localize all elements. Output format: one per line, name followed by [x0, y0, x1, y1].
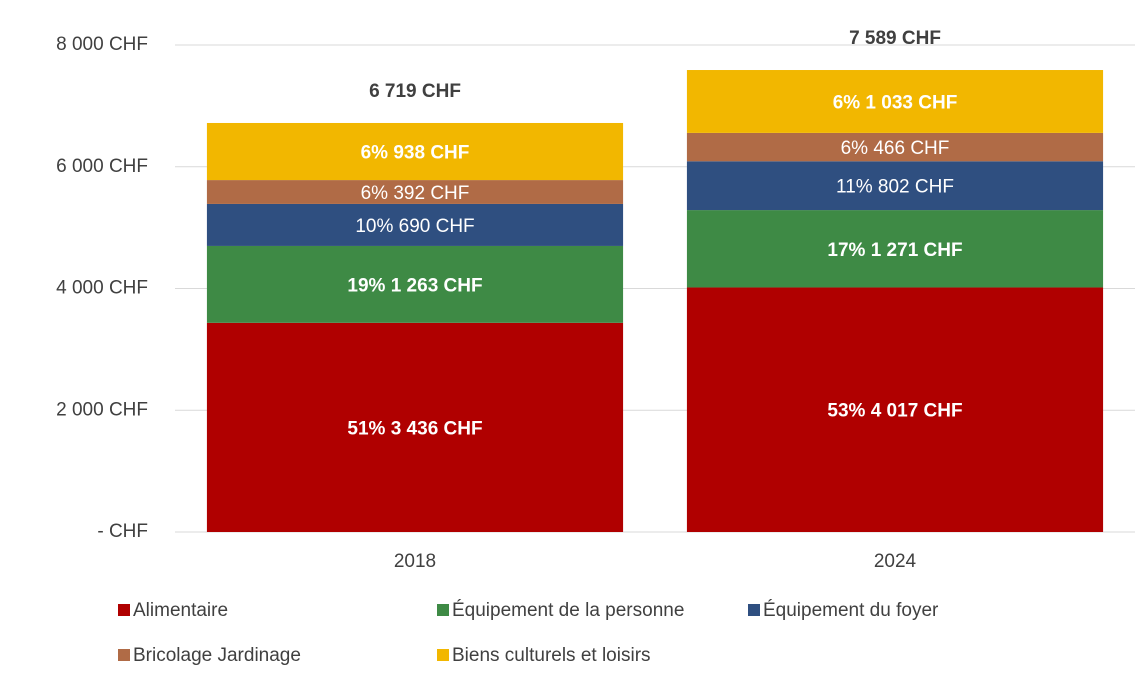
y-tick-label: 4 000 CHF [56, 278, 148, 299]
legend-label: Biens culturels et loisirs [452, 645, 651, 666]
y-tick-label: 2 000 CHF [56, 399, 148, 420]
y-tick-label: 6 000 CHF [56, 156, 148, 177]
y-tick-label: 8 000 CHF [56, 34, 148, 55]
bar-segment [206, 245, 624, 323]
legend-label: Équipement de la personne [452, 600, 684, 621]
y-tick-label: - CHF [97, 521, 148, 542]
bar-segment [206, 180, 624, 204]
legend-swatch [437, 604, 449, 616]
total-label: 6 719 CHF [369, 81, 461, 102]
bar-segment [686, 210, 1104, 288]
value-label: 6% 466 CHF [841, 138, 950, 159]
legend-label: Équipement du foyer [763, 600, 939, 621]
total-label: 7 589 CHF [849, 28, 941, 49]
legend-swatch [748, 604, 760, 616]
x-tick-label: 2024 [874, 551, 917, 572]
value-label: 6% 938 CHF [361, 143, 470, 164]
bar-segment [206, 203, 624, 246]
bar-segment [686, 70, 1104, 133]
value-label: 19% 1 263 CHF [347, 275, 482, 296]
value-label: 10% 690 CHF [355, 216, 474, 237]
legend-swatch [118, 604, 130, 616]
value-label: 6% 392 CHF [361, 183, 470, 204]
value-label: 17% 1 271 CHF [827, 240, 962, 261]
bar-segment [686, 287, 1104, 532]
legend-label: Bricolage Jardinage [133, 645, 301, 666]
legend-swatch [437, 649, 449, 661]
bar-segment [686, 132, 1104, 162]
legend-label: Alimentaire [133, 600, 228, 621]
bar-segment [686, 161, 1104, 211]
x-tick-label: 2018 [394, 551, 436, 572]
value-label: 51% 3 436 CHF [347, 418, 482, 439]
bar-segment [206, 122, 624, 181]
value-label: 11% 802 CHF [836, 177, 954, 198]
bar-segment [206, 322, 624, 532]
value-label: 53% 4 017 CHF [827, 401, 962, 422]
legend-swatch [118, 649, 130, 661]
value-label: 6% 1 033 CHF [833, 92, 958, 113]
